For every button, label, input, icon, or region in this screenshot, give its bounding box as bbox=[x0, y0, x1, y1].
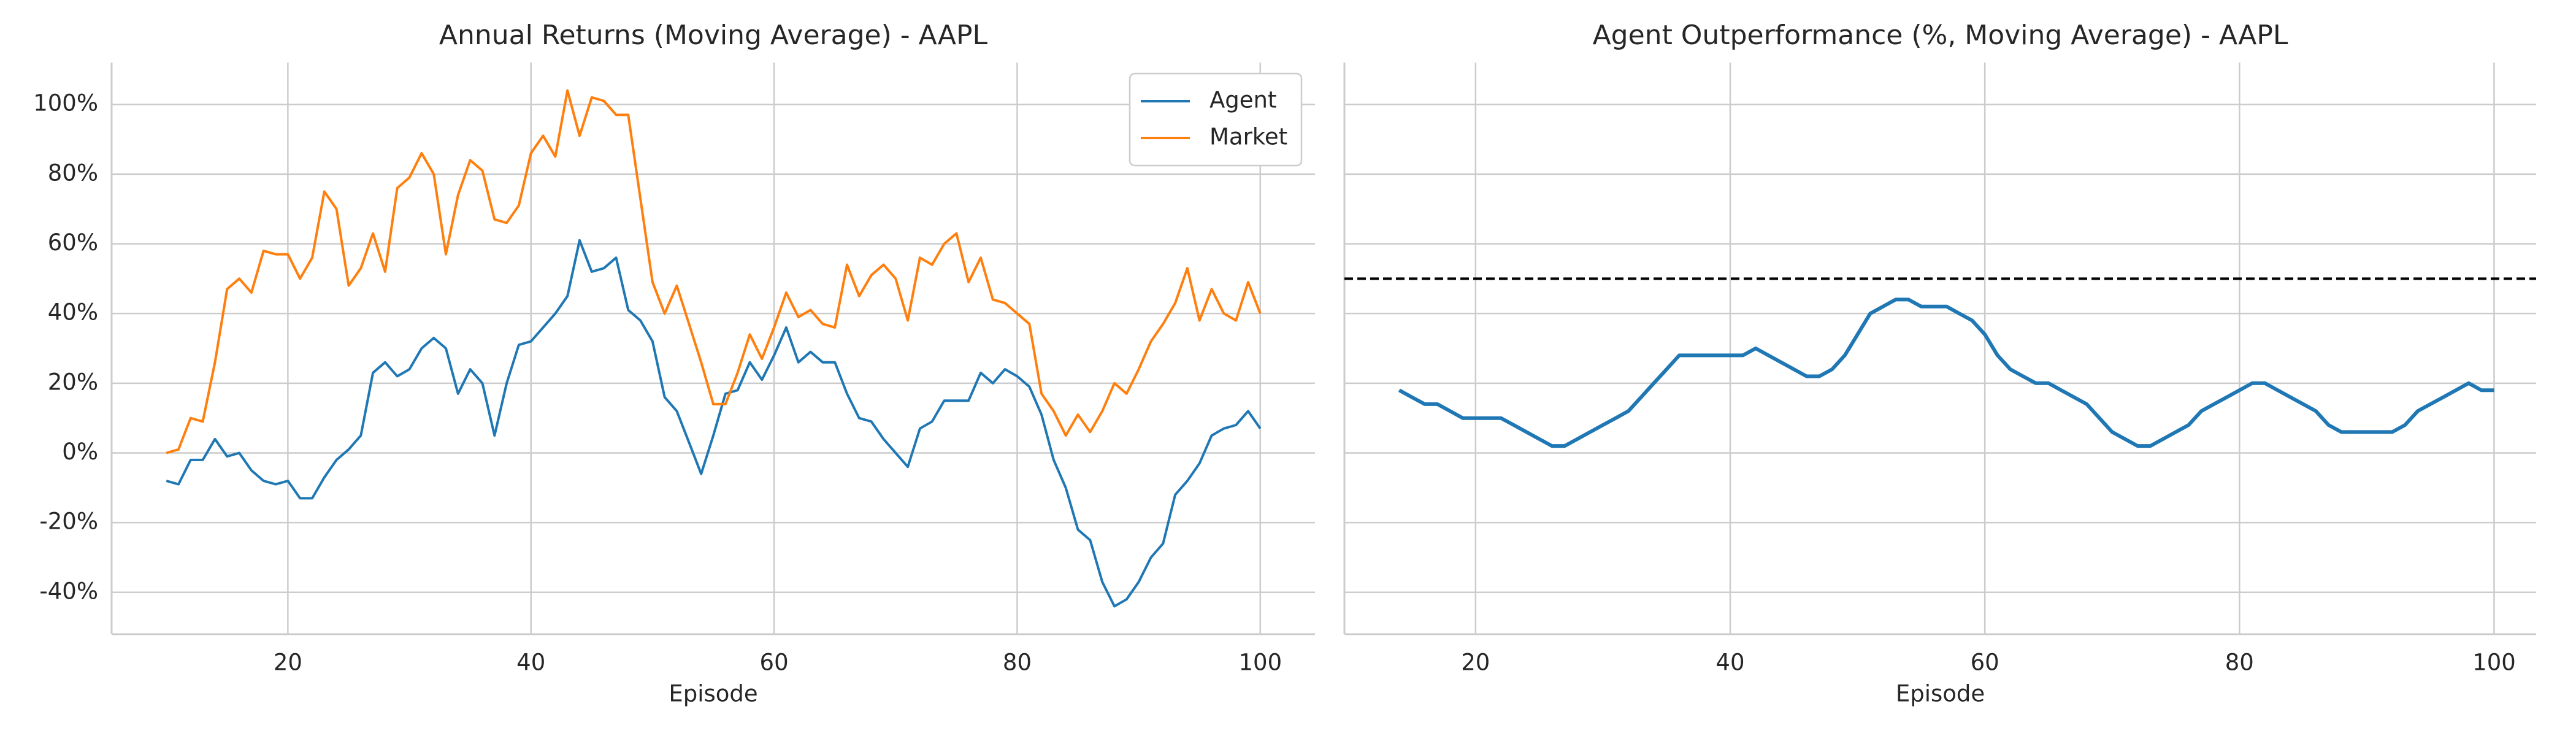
legend-label: Agent bbox=[1209, 87, 1277, 113]
y-tick-label: 60% bbox=[48, 229, 98, 256]
chart-title: Agent Outperformance (%, Moving Average)… bbox=[1593, 20, 2288, 51]
y-tick-label: -20% bbox=[39, 508, 98, 535]
y-tick-label: 20% bbox=[48, 369, 98, 395]
x-tick-label: 80 bbox=[1003, 650, 1032, 676]
x-tick-label: 80 bbox=[2225, 650, 2254, 676]
y-tick-label: 0% bbox=[62, 439, 98, 465]
y-tick-label: 100% bbox=[33, 90, 98, 117]
x-tick-label: 40 bbox=[516, 650, 545, 676]
y-tick-label: -40% bbox=[39, 578, 98, 604]
y-tick-label: 80% bbox=[48, 159, 98, 186]
chart-title: Annual Returns (Moving Average) - AAPL bbox=[439, 20, 988, 51]
x-tick-label: 100 bbox=[2472, 650, 2516, 676]
x-tick-label: 60 bbox=[760, 650, 789, 676]
x-tick-label: 20 bbox=[274, 650, 302, 676]
legend-box bbox=[1129, 72, 1303, 167]
x-axis-label: Episode bbox=[669, 681, 757, 707]
x-tick-label: 40 bbox=[1715, 650, 1744, 676]
y-tick-label: 40% bbox=[48, 299, 98, 326]
x-axis-label: Episode bbox=[1896, 681, 1985, 707]
legend-label: Market bbox=[1209, 124, 1287, 150]
data-line bbox=[166, 239, 1262, 608]
data-line bbox=[1398, 297, 2494, 448]
x-tick-label: 60 bbox=[1971, 650, 1999, 676]
x-tick-label: 100 bbox=[1239, 650, 1282, 676]
x-tick-label: 20 bbox=[1461, 650, 1490, 676]
data-line bbox=[166, 89, 1262, 454]
